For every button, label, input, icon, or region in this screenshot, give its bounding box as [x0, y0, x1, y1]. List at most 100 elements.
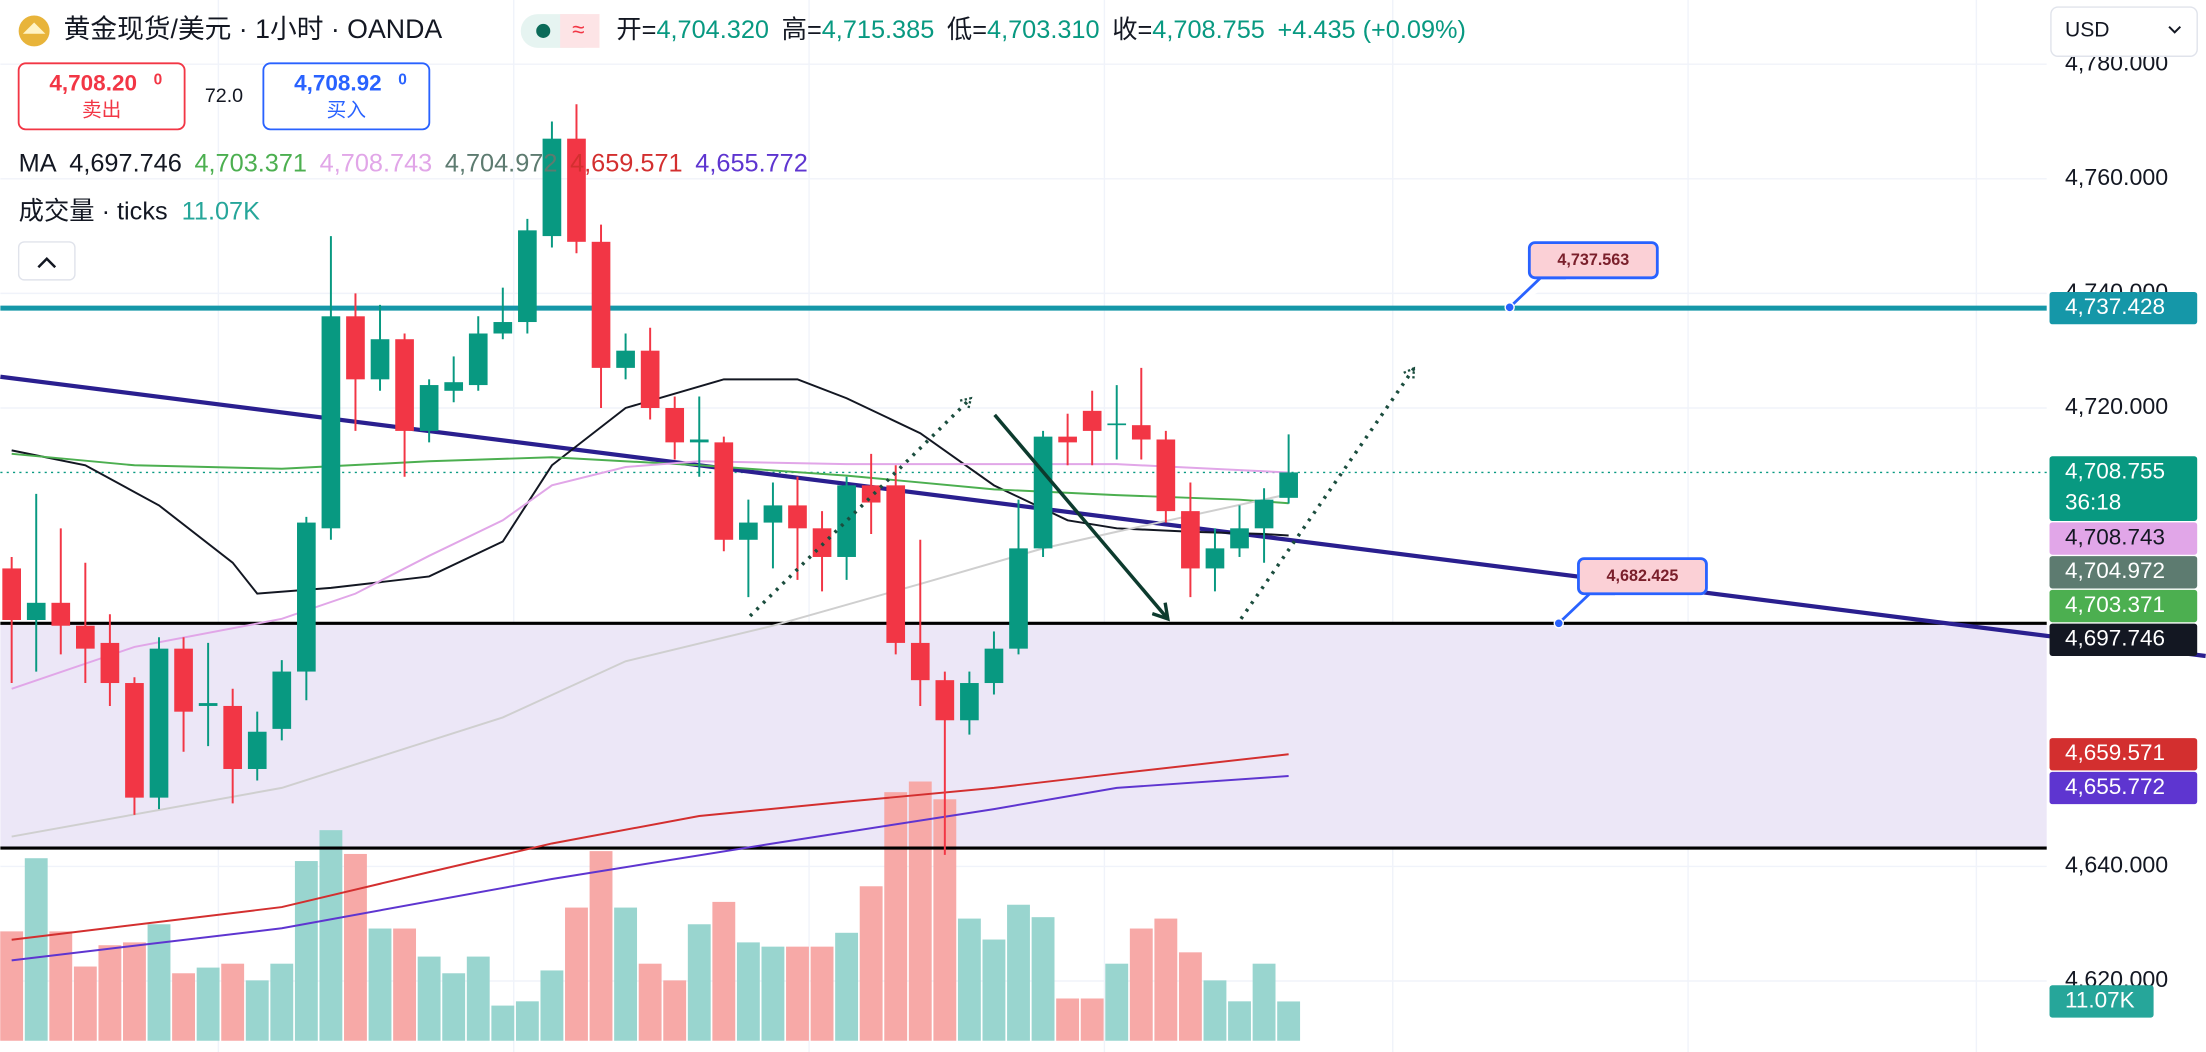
- volume-bar: [638, 963, 662, 1041]
- sell-price-sup: 0: [154, 71, 163, 88]
- price-tag: [2049, 589, 2198, 623]
- currency-label: USD: [2065, 19, 2110, 42]
- buy-price-sup: 0: [398, 71, 407, 88]
- volume-bar: [49, 931, 73, 1041]
- market-open-dot: [536, 23, 551, 38]
- candle-body: [346, 316, 365, 380]
- buy-button[interactable]: [262, 62, 431, 131]
- candle-body: [1131, 425, 1151, 440]
- collapse-button[interactable]: [17, 241, 76, 281]
- volume-bar: [1031, 917, 1055, 1041]
- volume-bar: [196, 967, 220, 1041]
- candle-body: [1205, 548, 1225, 569]
- candle-body: [910, 642, 930, 681]
- volume-bar: [73, 966, 97, 1041]
- volume-bar: [540, 970, 564, 1041]
- candle-body: [837, 485, 856, 557]
- volume-bar: [344, 853, 367, 1041]
- spread: 72.0: [205, 85, 243, 107]
- candle-body: [984, 648, 1004, 684]
- price-tag-label: 4,704.972: [2065, 558, 2165, 583]
- plot-area: [0, 0, 2047, 1052]
- ohlc-label: 低=: [947, 16, 987, 44]
- candle-body: [1033, 436, 1053, 549]
- price-tag-label: 36:18: [2065, 489, 2121, 514]
- currency-dropdown[interactable]: [2050, 6, 2198, 57]
- price-tag-label: 4,708.755: [2065, 458, 2165, 483]
- volume-bar: [1178, 952, 1202, 1041]
- volume-bar: [1080, 998, 1104, 1041]
- volume-bar: [221, 963, 245, 1041]
- volume-bar: [810, 946, 834, 1041]
- candle-body: [1058, 436, 1077, 443]
- volume-bar: [417, 956, 441, 1041]
- candle-body: [272, 671, 292, 729]
- ohlc-value: 4,708.755: [1152, 16, 1265, 44]
- volume-bar: [368, 928, 392, 1041]
- volume-bar: [98, 945, 122, 1041]
- moving-average: [11, 378, 1289, 595]
- arrow: [993, 413, 1168, 619]
- volume-bar: [491, 1005, 515, 1041]
- candle-body: [1082, 410, 1102, 431]
- ohlc-legend: 开=4,704.320 高=4,715.385 低=4,703.310 收=4,708…: [616, 16, 1466, 44]
- candle-body: [567, 138, 586, 242]
- ohlc-value: 4,703.310: [987, 16, 1100, 44]
- sell-label: 卖出: [82, 99, 121, 121]
- price-tag-label: 4,708.743: [2065, 524, 2165, 549]
- callout-box: [1577, 557, 1708, 596]
- candle-body: [861, 485, 881, 503]
- volume-bar: [442, 973, 466, 1041]
- candle-body: [198, 703, 218, 706]
- status-badge-half: [560, 14, 600, 48]
- ma-value: 4,697.746: [69, 149, 182, 177]
- volume-tag: [2049, 985, 2154, 1018]
- price-tag-label: 4,659.571: [2065, 740, 2165, 765]
- volume-bar: [614, 907, 638, 1041]
- volume-legend: 成交量 · ticks 11.07K: [19, 197, 260, 225]
- candle-body: [763, 505, 783, 523]
- candle-body: [100, 642, 120, 684]
- candle-body: [886, 485, 906, 643]
- volume-bar: [319, 830, 343, 1041]
- header: 黄金现货/美元 · 1小时 · OANDA ≈ 开=4,704.320 高=4,7…: [17, 14, 1466, 281]
- candle-body: [2, 568, 21, 621]
- volume-bar: [24, 858, 48, 1041]
- volume-tag-label: 11.07K: [2065, 987, 2135, 1012]
- volume-bar: [1228, 1001, 1251, 1041]
- candle-body: [935, 680, 955, 721]
- volume-bar: [466, 956, 490, 1041]
- volume-bar: [147, 924, 171, 1041]
- price-tag-label: 4,655.772: [2065, 774, 2165, 799]
- candle-body: [739, 522, 758, 540]
- volume-bar: [294, 861, 318, 1041]
- callout-label: 4,737.563: [1557, 251, 1629, 269]
- buy-label: 买入: [327, 99, 366, 121]
- candle-body: [247, 731, 267, 769]
- volume-bar: [172, 973, 195, 1041]
- price-tag: [2049, 771, 2198, 805]
- y-tick-label: 4,760.000: [2065, 164, 2168, 190]
- volume-bar: [1105, 963, 1129, 1041]
- collapse-icon: [37, 256, 57, 269]
- candle-body: [174, 648, 193, 712]
- price-tags: 4,737.428 4,708.755 36:18 4,708.743 4,704.97…: [2049, 291, 2198, 1018]
- volume-bar: [1252, 963, 1276, 1041]
- candle-body: [689, 439, 709, 443]
- candle-body: [616, 350, 635, 368]
- ohlc-label: 开=: [616, 16, 656, 44]
- logo-glyph: [22, 22, 46, 34]
- candle-body: [542, 138, 562, 237]
- volume-bar: [589, 851, 613, 1041]
- sell-button[interactable]: [17, 62, 186, 131]
- zone: [0, 623, 2047, 849]
- ma-value: 4,708.743: [320, 149, 433, 177]
- volume-bar: [270, 963, 294, 1041]
- volume-bar: [1277, 1001, 1301, 1041]
- price-tag-label: 4,703.371: [2065, 592, 2165, 617]
- volume-bar: [908, 781, 932, 1041]
- volume-label: 成交量 · ticks: [19, 197, 168, 225]
- ma-value: 4,655.772: [695, 149, 808, 177]
- candle-body: [444, 382, 464, 391]
